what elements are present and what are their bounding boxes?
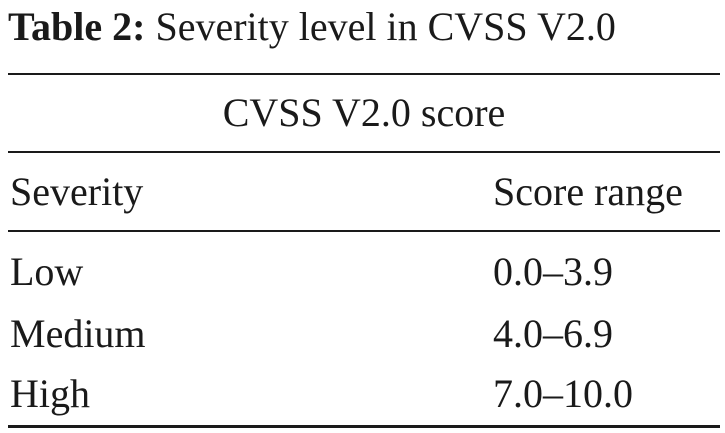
table-caption-text: Severity level in CVSS V2.0 [155, 4, 616, 49]
table-cell-severity: High [10, 371, 90, 416]
table-spanning-header: CVSS V2.0 score [222, 90, 506, 135]
table-body-rule [8, 230, 720, 232]
table-cell-severity: Medium [10, 311, 146, 356]
table-cell-score-range: 0.0–3.9 [493, 249, 613, 294]
table-bottom-rule [8, 425, 720, 428]
column-header-severity: Severity [10, 169, 144, 214]
table-header-rule [8, 151, 720, 153]
table-caption-label: Table 2: [8, 4, 146, 49]
table-cell-severity: Low [10, 249, 84, 294]
table-top-rule [8, 73, 720, 75]
table-cell-score-range: 4.0–6.9 [493, 311, 613, 356]
table-cell-score-range: 7.0–10.0 [493, 371, 633, 416]
column-header-score-range: Score range [493, 169, 683, 214]
table-caption: Table 2: Severity level in CVSS V2.0 [8, 4, 616, 50]
